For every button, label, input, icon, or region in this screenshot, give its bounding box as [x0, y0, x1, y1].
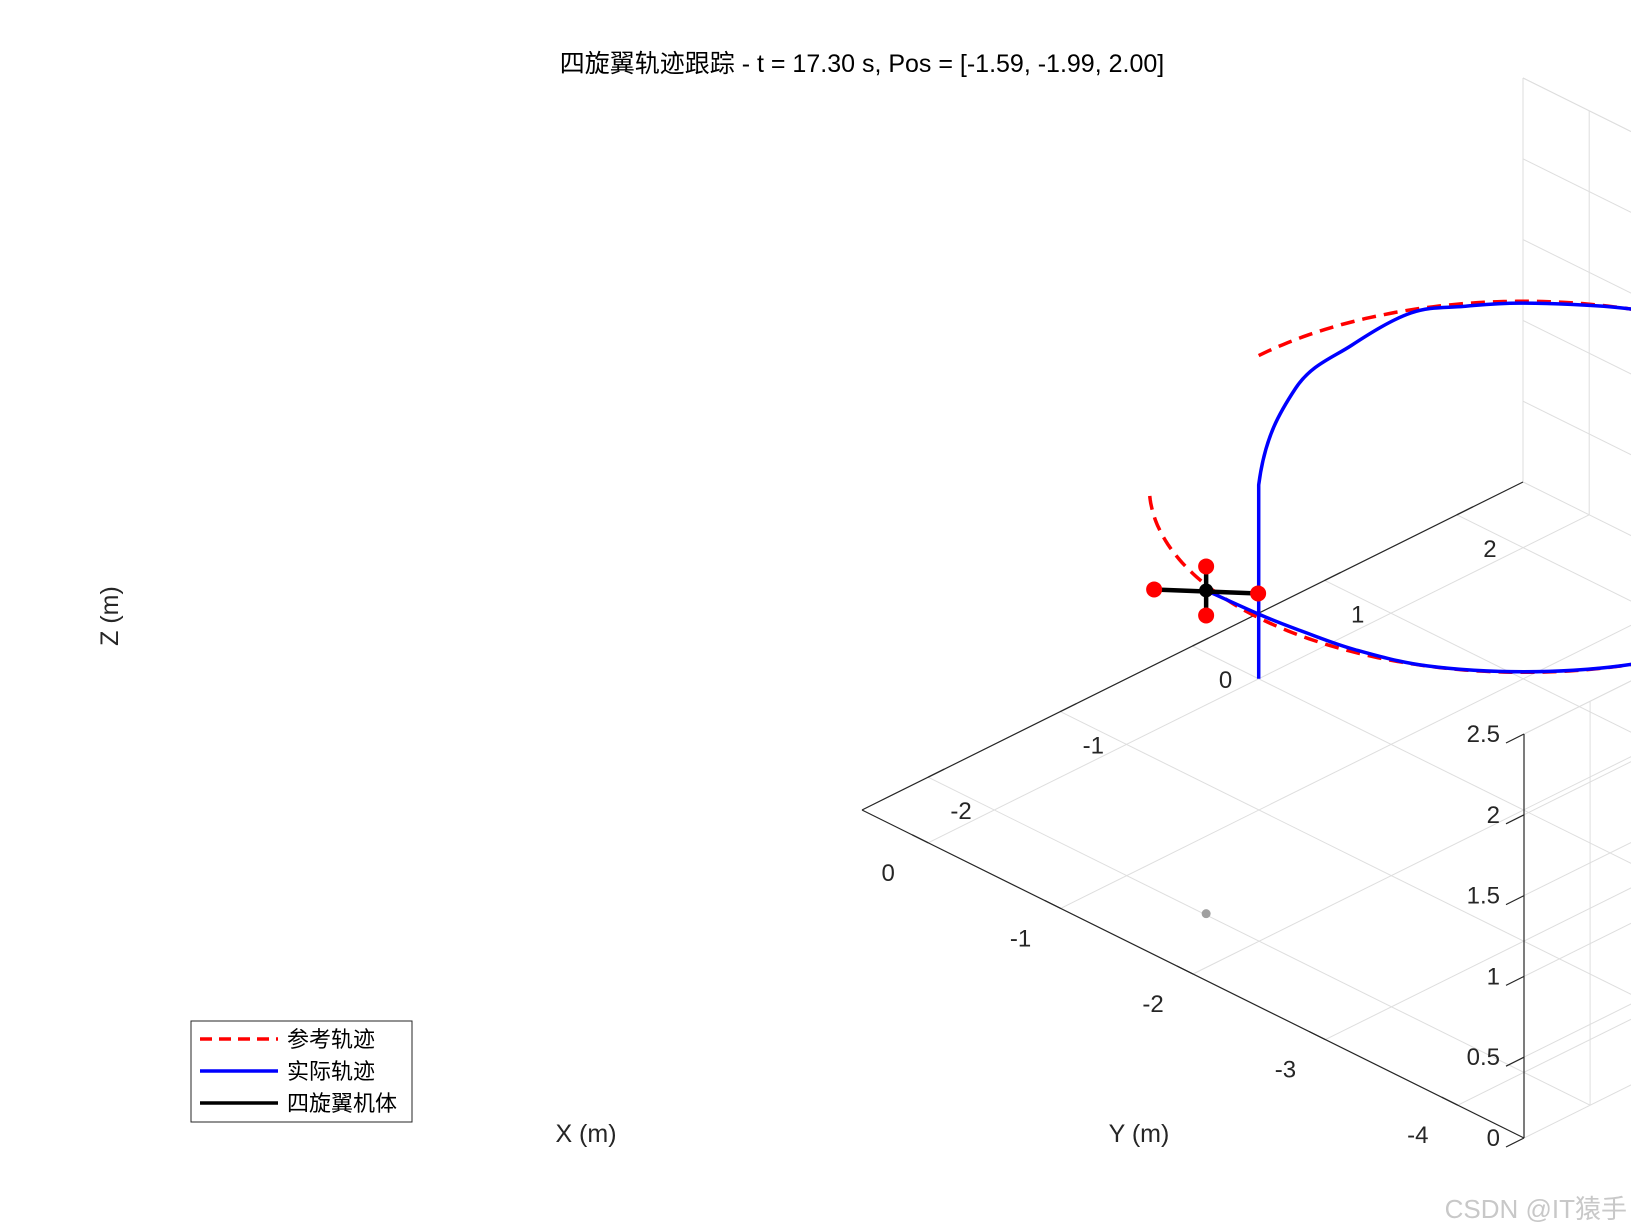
tick-marks [911, 506, 1525, 1148]
ground-shadow-marker [1201, 909, 1211, 919]
grid-line-y-floor [1060, 711, 1631, 995]
x-tick-mark [1441, 1096, 1459, 1106]
z-tick-label: 0.5 [1467, 1044, 1500, 1071]
y-tick-mark [1456, 506, 1474, 516]
y-tick-label: 2 [1483, 536, 1496, 563]
grid-line-z-wall-y [1522, 158, 1631, 213]
grid-line-y-floor [927, 776, 1591, 1106]
actual-trajectory-line [1205, 301, 1631, 679]
z-tick-label: 2.5 [1467, 721, 1500, 748]
legend-label-reference: 参考轨迹 [287, 1028, 375, 1053]
y-tick-label: -2 [950, 798, 971, 825]
quadrotor-center [1199, 583, 1214, 598]
y-axis-label: Y (m) [1109, 1120, 1170, 1148]
z-tick-mark [1505, 1137, 1525, 1148]
z-tick-mark [1505, 814, 1525, 825]
z-tick-label: 2 [1487, 802, 1500, 829]
grid-line-z-wall-y [1522, 319, 1631, 375]
z-tick-mark [1505, 975, 1525, 986]
y-tick-mark [1060, 703, 1077, 713]
grid-line-x-floor [1325, 887, 1631, 1041]
grid-line-z-wall-y [1522, 239, 1631, 294]
plot-series [1146, 299, 1631, 919]
y-tick-label: -1 [1083, 733, 1104, 760]
z-tick-label: 1 [1487, 963, 1500, 990]
x-tick-label: 0 [882, 860, 895, 887]
z-tick-mark [1505, 733, 1525, 744]
y-tick-mark [1324, 571, 1341, 581]
grid-line-z-wall-x [1523, 841, 1631, 897]
x-tick-mark [911, 834, 929, 844]
grid-line-z-wall-x [1523, 1003, 1631, 1058]
grid-line-z-wall-y [1522, 77, 1631, 133]
y-tick-mark [927, 768, 945, 778]
grid-line-x-floor [1060, 624, 1631, 909]
x-tick-label: -1 [1010, 925, 1031, 952]
legend-label-quadrotor: 四旋翼机体 [287, 1092, 397, 1117]
x-tick-mark [1044, 899, 1061, 909]
reference-trajectory-line [1147, 299, 1631, 675]
chart-title: 四旋翼轨迹跟踪 - t = 17.30 s, Pos = [-1.59, -1.… [560, 50, 1164, 78]
y-tick-label: 1 [1351, 601, 1364, 628]
legend-label-actual: 实际轨迹 [287, 1060, 375, 1085]
grid-line-y-floor [1324, 579, 1631, 733]
grid-line-y-floor [1456, 514, 1631, 602]
grid-line-z-wall-x [1523, 680, 1631, 735]
z-tick-mark [1505, 1056, 1525, 1067]
grid-lines [927, 77, 1631, 1139]
pane-edge-top-x [1523, 680, 1631, 735]
x-tick-mark [1176, 965, 1194, 975]
x-tick-mark [1309, 1031, 1326, 1041]
grid-line-z-wall-x [1523, 1084, 1631, 1139]
legend: 参考轨迹 实际轨迹 四旋翼机体 [190, 1020, 413, 1123]
z-axis-label: Z (m) [96, 586, 124, 646]
tick-labels: -4 -3 -2 -1 0 -2 -1 0 1 2 0 0.5 1 1.5 2 2.5 [882, 536, 1500, 1152]
z-tick-mark [1505, 895, 1525, 906]
y-tick-mark [1192, 637, 1209, 647]
x-axis-label: X (m) [555, 1120, 616, 1148]
watermark: CSDN @IT猿手 [1445, 1194, 1627, 1224]
x-tick-label: -4 [1407, 1122, 1428, 1149]
z-tick-label: 0 [1487, 1125, 1500, 1152]
grid-line-z-wall-x [1523, 922, 1631, 977]
quadrotor-rotor [1198, 607, 1215, 624]
pane-edge-top-y [1522, 77, 1631, 133]
quadrotor-rotor [1250, 585, 1267, 602]
z-tick-label: 1.5 [1467, 883, 1500, 910]
grid-line-z-wall-y [1522, 400, 1631, 456]
quadrotor-rotor [1198, 558, 1215, 575]
x-tick-label: -2 [1142, 991, 1163, 1018]
grid-line-z-wall-y [1522, 481, 1631, 537]
y-tick-label: 0 [1219, 667, 1232, 694]
quadrotor-rotor [1146, 581, 1163, 598]
grid-line-x-floor [1457, 1018, 1631, 1106]
x-tick-label: -3 [1275, 1057, 1296, 1084]
grid-line-z-wall-x [1523, 761, 1631, 816]
